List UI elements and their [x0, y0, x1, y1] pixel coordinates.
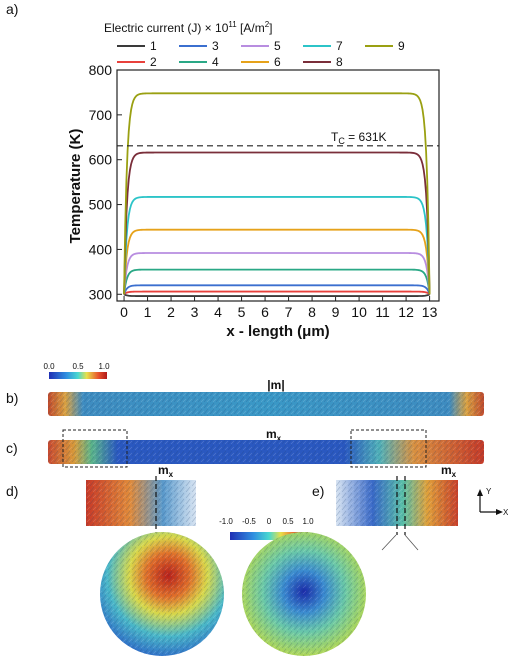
colorbar-magnitude-tick-1: 0.5 — [72, 362, 84, 371]
axes-indicator: Y X — [477, 487, 508, 517]
x-tick-label: 1 — [144, 304, 152, 320]
x-tick-label: 12 — [398, 304, 414, 320]
x-axis: 0 1 2 3 4 5 6 7 8 9 10 11 12 13 — [120, 296, 438, 320]
y-axis: 300 400 500 600 700 800 — [89, 62, 122, 302]
series-line-2 — [123, 290, 431, 295]
series-layer — [123, 92, 431, 297]
legend-label-3: 3 — [212, 39, 219, 53]
zoom-d — [86, 480, 196, 526]
colorbar-mx-tick-2: 0 — [267, 517, 272, 526]
x-tick-label: 4 — [214, 304, 222, 320]
x-tick-label: 2 — [167, 304, 175, 320]
series-line-1 — [123, 293, 431, 297]
panel-label-c: c) — [6, 440, 18, 456]
tc-reference-label: TC = 631K — [331, 130, 387, 146]
wire-b-label: |m| — [267, 378, 284, 392]
wire-c-label: mx — [266, 427, 282, 443]
zoom-box-left — [62, 429, 128, 468]
panel-label-b: b) — [6, 390, 18, 406]
colorbar-magnitude: 0.0 0.5 1.0 — [43, 362, 110, 379]
series-line-5 — [123, 252, 431, 295]
x-tick-label: 6 — [261, 304, 269, 320]
x-axis-title: x - length (μm) — [226, 323, 329, 340]
legend-label-2: 2 — [150, 55, 157, 69]
x-tick-label: 13 — [422, 304, 438, 320]
reference-line-group: TC = 631K — [117, 130, 439, 147]
y-tick-label: 500 — [89, 197, 113, 213]
y-tick-label: 300 — [89, 286, 113, 302]
y-tick-label: 600 — [89, 152, 113, 168]
legend: Electric current (J) × 1011 [A/m2] 1 2 3 4 5… — [104, 20, 405, 69]
x-tick-label: 7 — [285, 304, 293, 320]
series-line-4 — [123, 268, 431, 295]
x-tick-label: 3 — [191, 304, 199, 320]
zoom-e-pointer-1 — [381, 534, 397, 551]
legend-label-5: 5 — [274, 39, 281, 53]
colorbar-magnitude-tick-0: 0.0 — [43, 362, 55, 371]
series-line-6 — [123, 228, 431, 295]
x-tick-label: 5 — [238, 304, 246, 320]
series-line-3 — [123, 284, 431, 295]
plot-frame — [116, 69, 440, 302]
legend-label-4: 4 — [212, 55, 219, 69]
colorbar-mx-bar — [230, 532, 308, 540]
colorbar-mx-tick-0: -1.0 — [219, 517, 233, 526]
cross-section-e — [242, 532, 366, 656]
panel-label-a: a) — [6, 1, 18, 17]
colorbar-magnitude-tick-2: 1.0 — [98, 362, 110, 371]
legend-label-1: 1 — [150, 39, 157, 53]
x-tick-label: 0 — [120, 304, 128, 320]
panel-label-d: d) — [6, 483, 18, 499]
x-tick-label: 8 — [308, 304, 316, 320]
y-tick-label: 400 — [89, 241, 113, 257]
y-tick-label: 700 — [89, 107, 113, 123]
series-line-8 — [123, 151, 431, 295]
y-tick-label: 800 — [89, 62, 113, 78]
wire-c — [48, 440, 484, 464]
axis-indicator-x: X — [503, 508, 508, 517]
colorbar-mx: -1.0 -0.5 0 0.5 1.0 — [219, 517, 314, 540]
panel-label-e: e) — [312, 483, 324, 499]
legend-label-6: 6 — [274, 55, 281, 69]
x-tick-label: 11 — [375, 304, 390, 320]
colorbar-mx-tick-4: 1.0 — [302, 517, 314, 526]
colorbar-magnitude-bar — [49, 372, 107, 379]
x-tick-label: 10 — [351, 304, 367, 320]
wire-b — [48, 392, 484, 416]
cross-section-d — [100, 532, 224, 656]
legend-label-8: 8 — [336, 55, 343, 69]
legend-title: Electric current (J) × 1011 [A/m2] — [104, 20, 273, 35]
colorbar-mx-tick-1: -0.5 — [242, 517, 256, 526]
x-tick-label: 9 — [332, 304, 340, 320]
colorbar-mx-tick-3: 0.5 — [282, 517, 294, 526]
series-line-9 — [123, 92, 431, 295]
axis-indicator-y: Y — [486, 487, 492, 496]
zoom-e-pointer-2 — [404, 534, 419, 551]
series-line-7 — [123, 196, 431, 295]
y-axis-title: Temperature (K) — [67, 129, 84, 244]
zoom-d-label: mx — [158, 463, 174, 479]
zoom-box-right — [350, 429, 427, 468]
legend-label-9: 9 — [398, 39, 405, 53]
legend-label-7: 7 — [336, 39, 343, 53]
zoom-e-label: mx — [441, 463, 457, 479]
